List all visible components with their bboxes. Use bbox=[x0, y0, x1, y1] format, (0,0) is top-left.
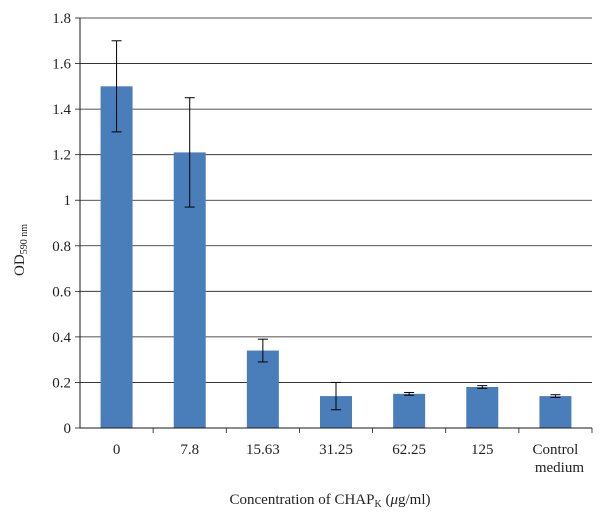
bars bbox=[100, 86, 572, 428]
y-tick-label: 1.6 bbox=[52, 57, 71, 73]
bar bbox=[100, 86, 133, 428]
x-tick-label: Control medium bbox=[533, 442, 585, 476]
error-bars bbox=[111, 40, 561, 411]
x-tick-label: 7.8 bbox=[180, 442, 199, 458]
y-tick-label: 1.2 bbox=[52, 148, 71, 164]
bar bbox=[539, 396, 572, 428]
y-tick-label: 1 bbox=[64, 193, 72, 209]
y-tick-label: 1.4 bbox=[52, 102, 71, 118]
gridlines bbox=[80, 17, 592, 383]
y-tick-label: 1.8 bbox=[52, 11, 71, 27]
axes bbox=[75, 17, 593, 433]
y-tick-labels: 0 0.2 0.4 0.6 0.8 1 1.2 1.4 1.6 1.8 bbox=[52, 11, 71, 437]
y-axis-title: OD590 nm bbox=[12, 224, 30, 276]
y-tick-label: 0.4 bbox=[52, 330, 71, 346]
y-tick-label: 0.8 bbox=[52, 239, 71, 255]
bar bbox=[246, 350, 279, 428]
y-tick-label: 0.6 bbox=[52, 284, 71, 300]
y-tick-label: 0 bbox=[64, 421, 72, 437]
bar bbox=[466, 387, 499, 428]
x-tick-label: 0 bbox=[113, 442, 121, 458]
x-axis-title: Concentration of CHAPK (μg/ml) bbox=[230, 492, 431, 510]
x-tick-labels: 0 7.8 15.63 31.25 62.25 125 Control medium bbox=[113, 442, 585, 476]
y-tick-label: 0.2 bbox=[52, 375, 71, 391]
x-tick-label: 62.25 bbox=[392, 442, 426, 458]
x-tick-label: 31.25 bbox=[319, 442, 353, 458]
x-tick-label: 15.63 bbox=[246, 442, 280, 458]
x-tick-label: 125 bbox=[471, 442, 494, 458]
bar bbox=[393, 393, 426, 428]
